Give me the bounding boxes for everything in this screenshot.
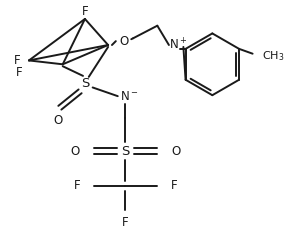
Text: O: O xyxy=(53,114,63,127)
Text: O: O xyxy=(171,145,180,158)
Text: F: F xyxy=(14,54,21,67)
Text: F: F xyxy=(16,66,23,79)
Text: F: F xyxy=(122,216,129,229)
Text: N$^+$: N$^+$ xyxy=(169,37,188,53)
Text: O: O xyxy=(119,35,128,48)
Text: F: F xyxy=(82,5,88,18)
Text: S: S xyxy=(81,77,89,90)
Text: S: S xyxy=(121,145,130,158)
Text: N$^-$: N$^-$ xyxy=(120,90,139,103)
Text: F: F xyxy=(170,179,177,192)
Text: CH$_3$: CH$_3$ xyxy=(262,50,285,63)
Text: F: F xyxy=(74,179,81,192)
Text: O: O xyxy=(71,145,80,158)
